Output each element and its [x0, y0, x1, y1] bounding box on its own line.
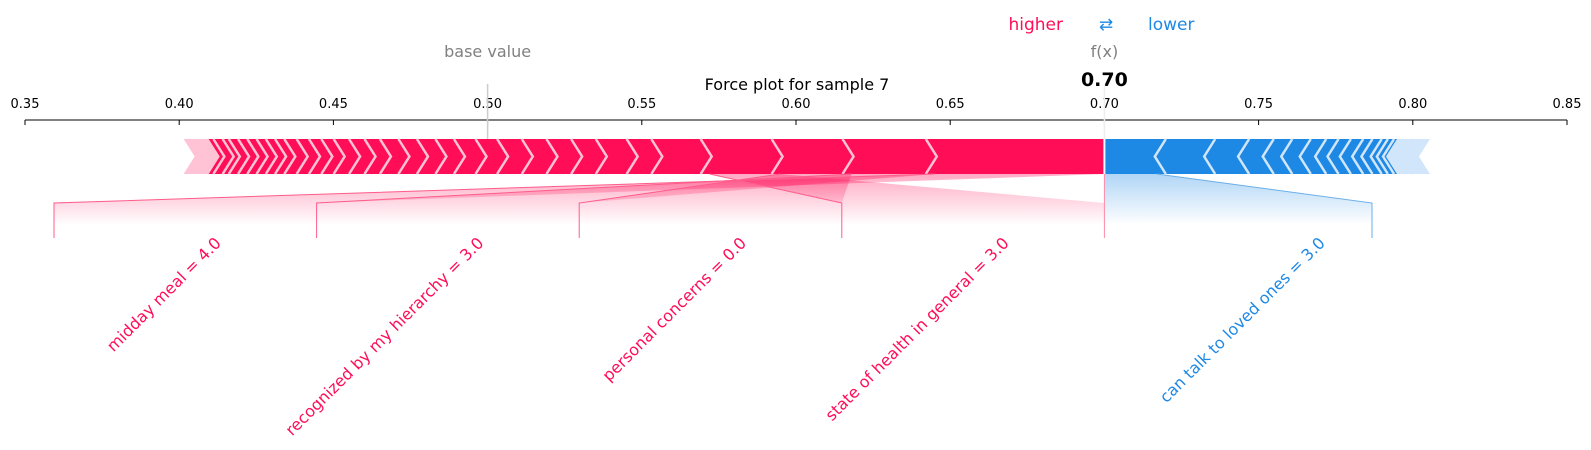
- positive-segment-boundary: [496, 138, 510, 175]
- positive-bar-tail: [183, 139, 220, 174]
- output-label: f(x): [1091, 42, 1119, 61]
- negative-segment-boundary: [1393, 138, 1408, 175]
- negative-segment-boundary: [1400, 138, 1414, 175]
- negative-segment-boundary: [1153, 138, 1167, 175]
- tick-label: 0.75: [1244, 97, 1273, 112]
- feature-label: state of health in general = 3.0: [821, 233, 1012, 424]
- chart-title: Force plot for sample 7: [705, 75, 890, 94]
- positive-segment-boundary: [212, 138, 226, 175]
- positive-segment-boundary: [227, 138, 242, 175]
- tick-label: 0.35: [11, 97, 40, 112]
- legend-arrow-icon: ⇄: [1099, 15, 1113, 35]
- negative-segment-boundary: [1375, 138, 1389, 175]
- positive-segment-boundary: [650, 138, 664, 175]
- positive-segment-boundary: [594, 138, 609, 175]
- negative-segment-boundary: [1326, 138, 1340, 175]
- feature-labels: midday meal = 4.0 recognized by my hierar…: [103, 233, 1329, 439]
- positive-segment-boundary: [625, 138, 640, 175]
- label-connector: [53, 173, 935, 238]
- output-value: 0.70: [1081, 69, 1128, 91]
- negative-segment-boundary: [1202, 138, 1217, 175]
- positive-segment-boundary: [378, 138, 393, 175]
- positive-segment-boundary: [206, 138, 220, 175]
- negative-bar: [1104, 139, 1409, 174]
- positive-segment-boundary: [434, 138, 448, 175]
- positive-segment-boundary: [415, 138, 430, 175]
- positive-segment-boundary: [348, 138, 362, 175]
- negative-segment-boundary: [1338, 138, 1352, 175]
- label-fill: [1104, 174, 1372, 225]
- feature-label: personal concerns = 0.0: [598, 233, 750, 385]
- feature-label: recognized by my hierarchy = 3.0: [282, 233, 488, 439]
- x-axis: 0.35 0.40 0.45 0.50 0.55 0.60 0.65 0.70 0.75 0.80…: [11, 84, 1582, 174]
- label-connector: [578, 173, 781, 238]
- positive-segment-boundary: [570, 138, 584, 175]
- positive-segment-boundary: [841, 138, 855, 175]
- feature-label: can talk to loved ones = 3.0: [1156, 233, 1329, 406]
- negative-segment-boundary: [1387, 138, 1402, 175]
- label-connectors: [53, 173, 1373, 238]
- positive-segment-boundary: [770, 138, 785, 175]
- positive-segment-boundary: [236, 138, 251, 175]
- label-fill: [709, 174, 1105, 225]
- negative-segment-boundary: [1369, 138, 1383, 175]
- positive-segment-boundary: [255, 138, 270, 175]
- negative-segment-boundary: [1359, 138, 1374, 175]
- positive-segment-boundary: [452, 138, 467, 175]
- negative-segment-boundary: [1381, 138, 1396, 175]
- negative-segment-boundary: [1298, 138, 1312, 175]
- negative-segment-boundary: [1236, 138, 1251, 175]
- positive-segment-boundary: [699, 138, 714, 175]
- negative-segment-boundary: [1350, 138, 1365, 175]
- positive-segment-boundary: [363, 138, 377, 175]
- feature-label: midday meal = 4.0: [103, 233, 225, 355]
- legend-higher: higher: [1008, 15, 1063, 35]
- negative-segment-boundary: [1279, 138, 1294, 175]
- positive-segment-boundary: [545, 138, 559, 175]
- positive-segment-boundary: [295, 138, 310, 175]
- base-value-label: base value: [444, 42, 531, 61]
- label-fill: [316, 174, 935, 225]
- tick-label: 0.60: [782, 97, 811, 112]
- positive-segment-boundary: [273, 138, 288, 175]
- tick-label: 0.85: [1553, 97, 1582, 112]
- positive-segment-boundary: [474, 138, 488, 175]
- positive-segment-boundary: [264, 138, 279, 175]
- positive-segment-boundary: [397, 138, 411, 175]
- negative-bar-tail: [1385, 139, 1430, 174]
- force-bars: [183, 84, 1430, 175]
- positive-segment-boundary: [283, 138, 297, 175]
- tick-label: 0.65: [936, 97, 965, 112]
- positive-segment-boundary: [246, 138, 260, 175]
- positive-segment-boundary: [221, 138, 236, 175]
- negative-segment-boundary: [1313, 138, 1328, 175]
- positive-segment-boundary: [332, 138, 347, 175]
- positive-segment-boundary: [520, 138, 535, 175]
- tick-label: 0.40: [165, 97, 194, 112]
- legend-lower: lower: [1148, 15, 1194, 35]
- positive-segment-boundary: [924, 138, 939, 175]
- tick-label: 0.55: [627, 97, 656, 112]
- positive-segment-boundary: [320, 138, 334, 175]
- negative-segment-boundary: [1261, 138, 1275, 175]
- label-connector: [709, 173, 843, 238]
- tick-label: 0.45: [319, 97, 348, 112]
- label-connector: [316, 173, 852, 238]
- positive-segment-boundary: [307, 138, 322, 175]
- label-connector: [1156, 173, 1373, 238]
- tick-label: 0.80: [1398, 97, 1427, 112]
